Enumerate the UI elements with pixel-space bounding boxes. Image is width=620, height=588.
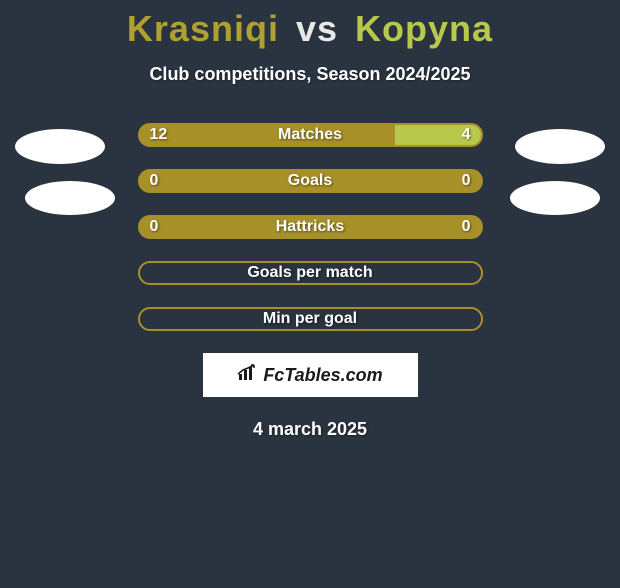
stat-label: Goals per match (140, 263, 481, 283)
bar-chart-icon (237, 364, 259, 387)
stat-label: Hattricks (140, 217, 481, 237)
vs-text: vs (296, 8, 338, 49)
stat-bar: 0Goals0 (138, 169, 483, 193)
logo-box: FcTables.com (203, 353, 418, 397)
avatar-placeholder-icon (510, 181, 600, 215)
stat-bar: 0Hattricks0 (138, 215, 483, 239)
chart-area: 12Matches40Goals00Hattricks0Goals per ma… (0, 123, 620, 331)
player1-name: Krasniqi (127, 8, 279, 49)
stat-bar: Min per goal (138, 307, 483, 331)
stat-value-right: 0 (462, 217, 471, 237)
footer-date: 4 march 2025 (0, 419, 620, 440)
stat-label: Min per goal (140, 309, 481, 329)
avatar-placeholder-icon (515, 129, 605, 164)
comparison-title: Krasniqi vs Kopyna (0, 8, 620, 50)
stat-value-right: 4 (462, 125, 471, 145)
player2-name: Kopyna (355, 8, 493, 49)
avatar-placeholder-icon (25, 181, 115, 215)
stat-bar: 12Matches4 (138, 123, 483, 147)
subtitle: Club competitions, Season 2024/2025 (0, 64, 620, 85)
logo-text: FcTables.com (263, 365, 382, 386)
comparison-bars: 12Matches40Goals00Hattricks0Goals per ma… (138, 123, 483, 331)
logo: FcTables.com (237, 364, 382, 387)
stat-label: Matches (140, 125, 481, 145)
stat-label: Goals (140, 171, 481, 191)
stat-value-right: 0 (462, 171, 471, 191)
stat-bar: Goals per match (138, 261, 483, 285)
avatar-placeholder-icon (15, 129, 105, 164)
